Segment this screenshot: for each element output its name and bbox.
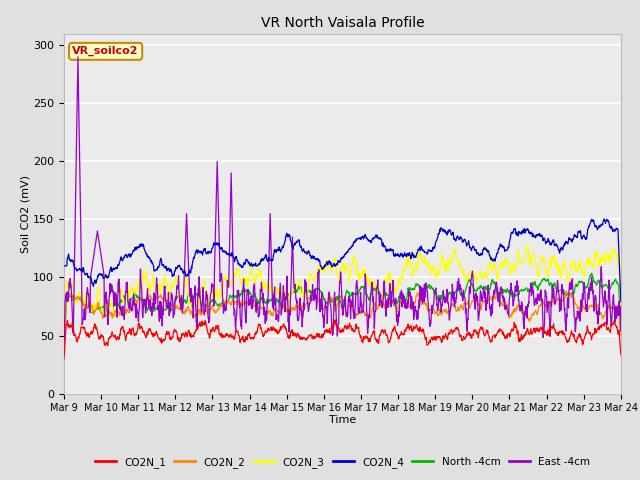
Title: VR North Vaisala Profile: VR North Vaisala Profile bbox=[260, 16, 424, 30]
X-axis label: Time: Time bbox=[329, 415, 356, 425]
Text: VR_soilco2: VR_soilco2 bbox=[72, 46, 139, 57]
Y-axis label: Soil CO2 (mV): Soil CO2 (mV) bbox=[20, 175, 30, 252]
Legend: CO2N_1, CO2N_2, CO2N_3, CO2N_4, North -4cm, East -4cm: CO2N_1, CO2N_2, CO2N_3, CO2N_4, North -4… bbox=[91, 453, 594, 472]
